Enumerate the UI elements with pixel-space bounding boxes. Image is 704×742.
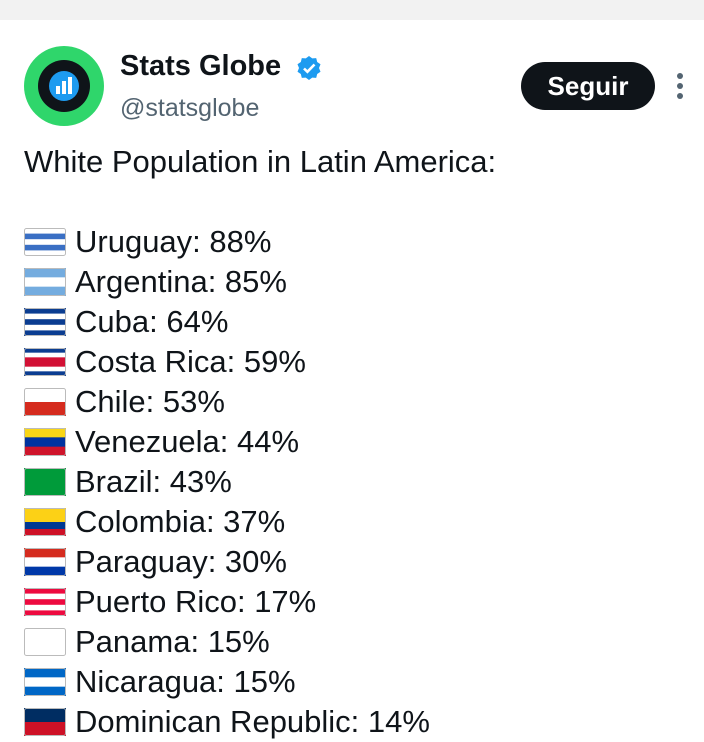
flag-icon (24, 628, 66, 656)
list-item: Dominican Republic: 14% (24, 702, 430, 742)
list-item-text: Chile: 53% (75, 384, 225, 419)
list-item: Chile: 53% (24, 382, 430, 422)
list-item: Costa Rica: 59% (24, 342, 430, 382)
avatar[interactable] (24, 46, 104, 126)
list-item-text: Colombia: 37% (75, 504, 286, 539)
flag-icon (24, 668, 66, 696)
flag-icon (24, 708, 66, 736)
top-bar (0, 0, 704, 20)
list-item: Nicaragua: 15% (24, 662, 430, 702)
list-item: Argentina: 85% (24, 262, 430, 302)
flag-icon (24, 508, 66, 536)
flag-icon (24, 468, 66, 496)
flag-icon (24, 268, 66, 296)
list-item: Panama: 15% (24, 622, 430, 662)
user-name[interactable]: Stats Globe (120, 50, 282, 82)
list-item-text: Uruguay: 88% (75, 224, 272, 259)
list-item-text: Venezuela: 44% (75, 424, 300, 459)
flag-icon (24, 308, 66, 336)
list-item-text: Brazil: 43% (75, 464, 232, 499)
list-item: Venezuela: 44% (24, 422, 430, 462)
list-item-text: Cuba: 64% (75, 304, 229, 339)
list-item-text: Costa Rica: 59% (75, 344, 306, 379)
list-item-text: Paraguay: 30% (75, 544, 287, 579)
verified-badge (297, 56, 321, 80)
flag-icon (24, 228, 66, 256)
list-item: Cuba: 64% (24, 302, 430, 342)
flag-icon (24, 548, 66, 576)
list-item: Paraguay: 30% (24, 542, 430, 582)
more-menu[interactable] (674, 72, 686, 100)
tweet-list: Uruguay: 88% Argentina: 85% Cuba: 64% Costa… (24, 222, 430, 742)
list-item: Colombia: 37% (24, 502, 430, 542)
tweet-intro: White Population in Latin America: (24, 144, 497, 179)
list-item: Brazil: 43% (24, 462, 430, 502)
list-item-text: Panama: 15% (75, 624, 270, 659)
list-item-text: Argentina: 85% (75, 264, 287, 299)
follow-button[interactable]: Seguir (521, 62, 655, 110)
list-item-text: Nicaragua: 15% (75, 664, 296, 699)
flag-icon (24, 388, 66, 416)
user-handle[interactable]: @statsglobe (120, 94, 260, 122)
list-item-text: Puerto Rico: 17% (75, 584, 317, 619)
list-item: Puerto Rico: 17% (24, 582, 430, 622)
flag-icon (24, 588, 66, 616)
list-item-text: Dominican Republic: 14% (75, 704, 430, 739)
flag-icon (24, 348, 66, 376)
flag-icon (24, 428, 66, 456)
list-item: Uruguay: 88% (24, 222, 430, 262)
